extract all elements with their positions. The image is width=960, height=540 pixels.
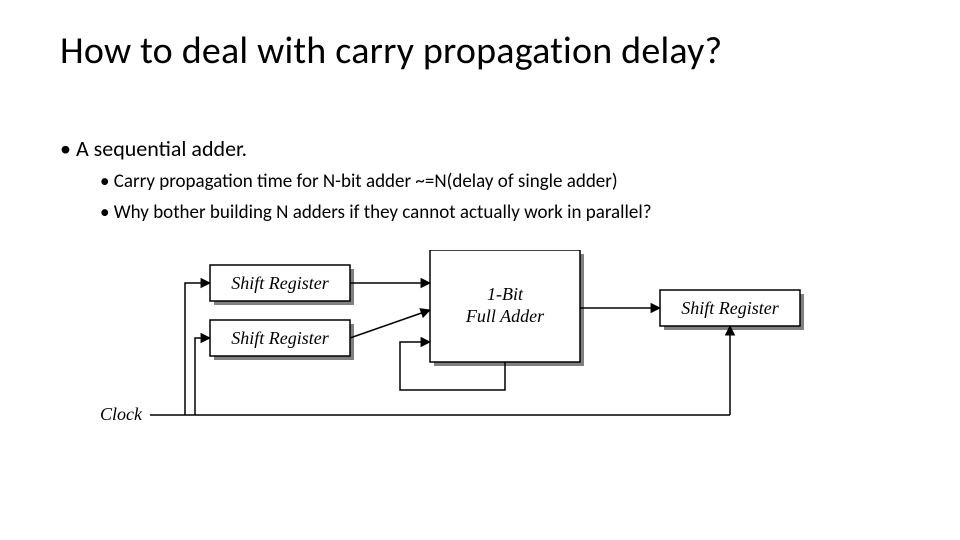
node-full-adder-label2: Full Adder — [465, 306, 545, 326]
node-full-adder: 1-Bit Full Adder — [430, 250, 584, 366]
page-title: How to deal with carry propagation delay… — [60, 28, 722, 74]
wire-clock-to-sr-b — [195, 338, 210, 415]
bullet-level1: A sequential adder. — [60, 135, 652, 162]
bullet-list: A sequential adder. Carry propagation ti… — [60, 135, 652, 224]
bullet-level2a-text: Carry propagation time for N-bit adder ~… — [114, 170, 618, 193]
node-shift-register-b: Shift Register — [210, 320, 354, 360]
node-shift-register-out: Shift Register — [660, 290, 804, 330]
node-shift-register-a: Shift Register — [210, 265, 354, 305]
node-shift-register-a-label: Shift Register — [231, 273, 329, 293]
clock-label: Clock — [100, 404, 143, 424]
bullet-level2a: Carry propagation time for N-bit adder ~… — [100, 170, 652, 193]
node-full-adder-label1: 1-Bit — [487, 284, 524, 304]
wire-clock-to-sr-a — [185, 283, 210, 415]
bullet-level2b-text: Why bother building N adders if they can… — [114, 201, 652, 224]
wire-b-to-adder — [350, 310, 430, 338]
node-shift-register-out-label: Shift Register — [681, 298, 779, 318]
bullet-level1-text: A sequential adder. — [76, 135, 247, 162]
bullet-level2b: Why bother building N adders if they can… — [100, 201, 652, 224]
node-shift-register-b-label: Shift Register — [231, 328, 329, 348]
sequential-adder-diagram: Shift Register Shift Register 1-Bit Full… — [100, 250, 860, 450]
